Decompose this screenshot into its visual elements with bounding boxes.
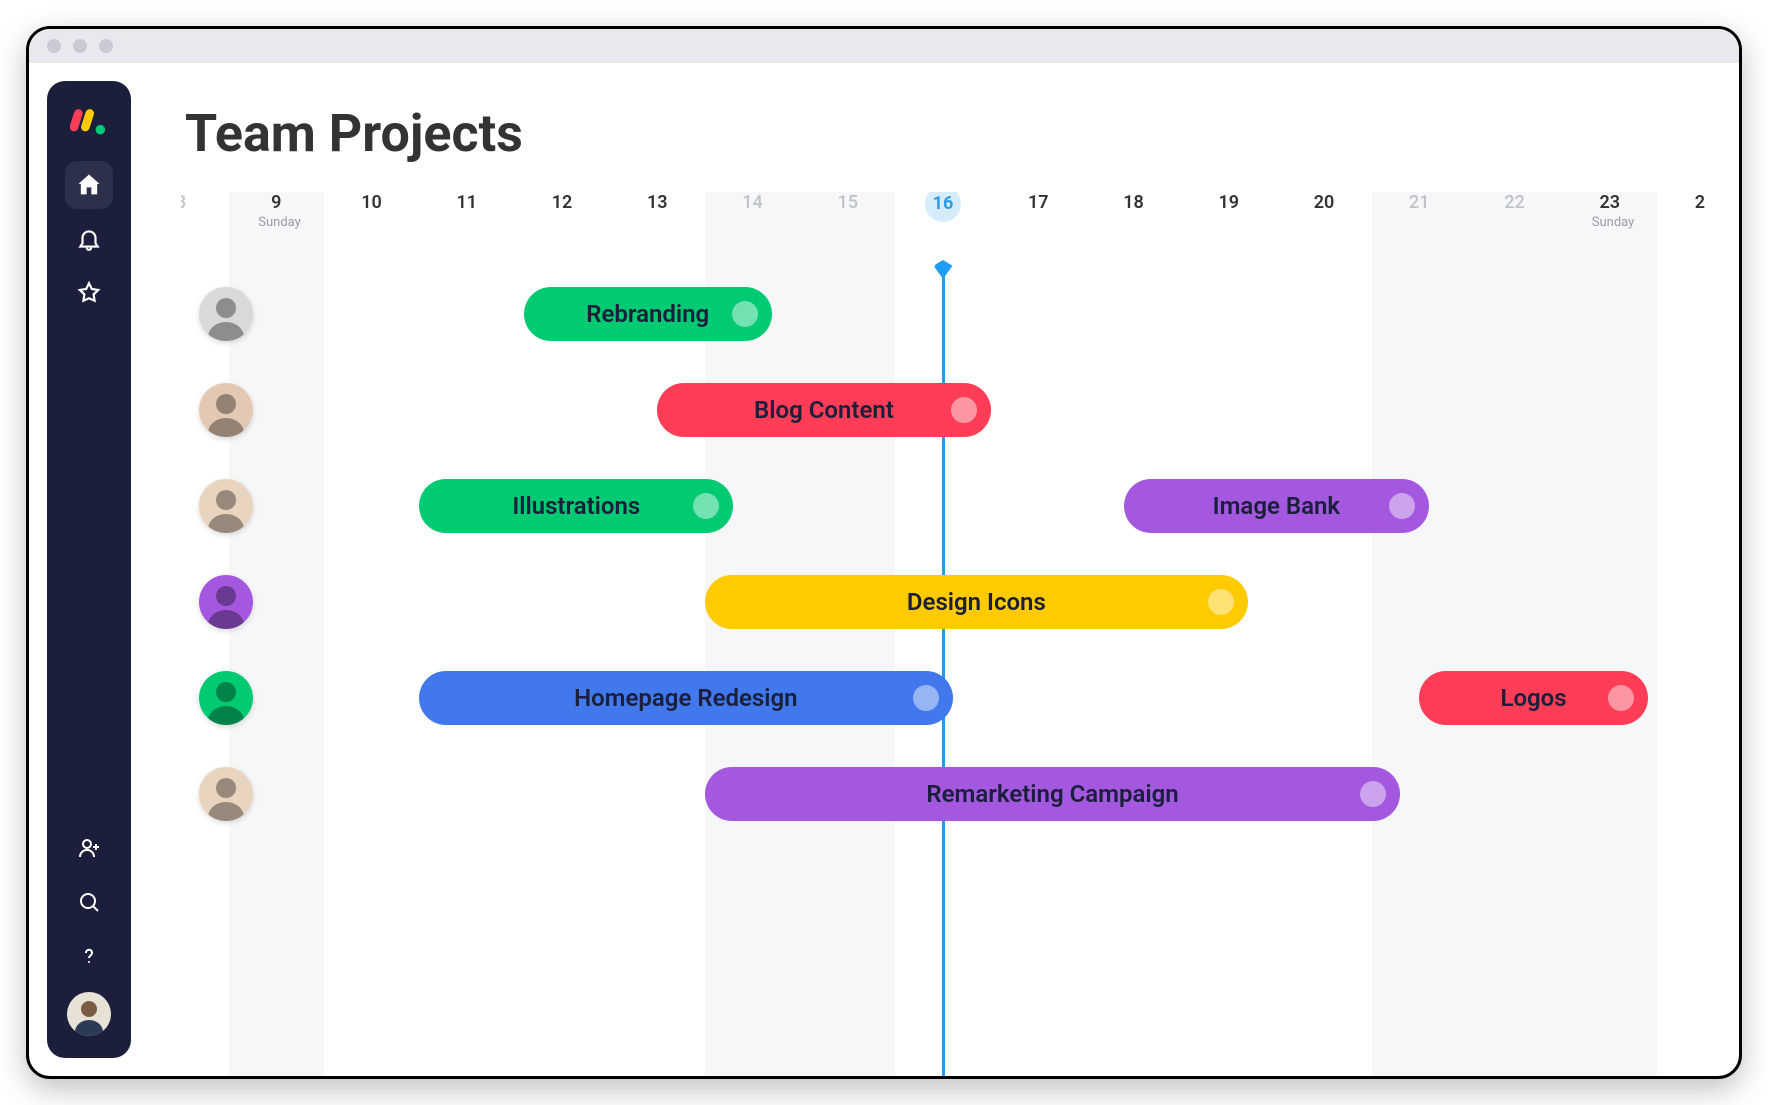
app-body: Team Projects 8 9Sunday 10 11 12 13 14 15 16 17 18…: [29, 63, 1739, 1076]
day-label[interactable]: 22: [1497, 192, 1533, 213]
day-label[interactable]: 21: [1401, 192, 1437, 213]
task-status-dot: [1208, 589, 1234, 615]
timeline-row: Homepage Redesign Logos: [181, 666, 1705, 730]
task-label: Illustrations: [512, 492, 640, 520]
task-status-dot: [1360, 781, 1386, 807]
day-label[interactable]: 12: [544, 192, 580, 213]
assignee-avatar[interactable]: [199, 287, 253, 341]
task-pill[interactable]: Homepage Redesign: [419, 671, 952, 725]
task-status-dot: [693, 493, 719, 519]
task-pill[interactable]: Remarketing Campaign: [705, 767, 1400, 821]
timeline-row: Remarketing Campaign: [181, 762, 1705, 826]
sidebar: [47, 81, 131, 1058]
day-label[interactable]: 15: [830, 192, 866, 213]
add-user-icon[interactable]: [65, 824, 113, 872]
day-label[interactable]: 20: [1306, 192, 1342, 213]
timeline-row: Design Icons: [181, 570, 1705, 634]
day-label[interactable]: 10: [354, 192, 390, 213]
assignee-avatar[interactable]: [199, 767, 253, 821]
task-status-dot: [732, 301, 758, 327]
task-label: Rebranding: [586, 300, 709, 328]
window-control-minimize[interactable]: [73, 39, 87, 53]
timeline-row: Rebranding: [181, 282, 1705, 346]
day-label[interactable]: 19: [1211, 192, 1247, 213]
timeline-body: Rebranding Blog Content Illustrations Image…: [181, 262, 1705, 1076]
assignee-avatar[interactable]: [199, 383, 253, 437]
task-pill[interactable]: Illustrations: [419, 479, 733, 533]
task-pill[interactable]: Rebranding: [524, 287, 772, 341]
day-label-today[interactable]: 16: [925, 192, 961, 222]
day-label[interactable]: 14: [735, 192, 771, 213]
day-label[interactable]: 24: [1687, 192, 1705, 213]
window-control-zoom[interactable]: [99, 39, 113, 53]
task-label: Homepage Redesign: [574, 684, 797, 712]
task-pill[interactable]: Logos: [1419, 671, 1648, 725]
day-sublabel: Sunday: [1592, 215, 1628, 230]
task-pill[interactable]: Blog Content: [657, 383, 990, 437]
day-label[interactable]: 8: [181, 192, 199, 213]
window-control-close[interactable]: [47, 39, 61, 53]
day-label[interactable]: 23Sunday: [1592, 192, 1628, 230]
task-status-dot: [1389, 493, 1415, 519]
day-sublabel: Sunday: [258, 215, 294, 230]
task-label: Logos: [1500, 684, 1566, 712]
page-title: Team Projects: [185, 103, 1705, 164]
help-icon[interactable]: [65, 932, 113, 980]
app-logo-icon[interactable]: [70, 103, 108, 141]
task-label: Design Icons: [907, 588, 1046, 616]
day-label[interactable]: 13: [639, 192, 675, 213]
assignee-avatar[interactable]: [199, 479, 253, 533]
task-status-dot: [951, 397, 977, 423]
task-pill[interactable]: Design Icons: [705, 575, 1248, 629]
home-icon[interactable]: [65, 161, 113, 209]
assignee-avatar[interactable]: [199, 671, 253, 725]
day-label[interactable]: 17: [1020, 192, 1056, 213]
app-window: Team Projects 8 9Sunday 10 11 12 13 14 15 16 17 18…: [26, 26, 1742, 1079]
timeline: 8 9Sunday 10 11 12 13 14 15 16 17 18 19 20 21 22 23Sund…: [181, 192, 1705, 1076]
current-user-avatar[interactable]: [67, 992, 111, 1036]
window-titlebar: [29, 29, 1739, 63]
day-label[interactable]: 9Sunday: [258, 192, 294, 230]
task-label: Blog Content: [754, 396, 894, 424]
task-label: Remarketing Campaign: [926, 780, 1178, 808]
task-label: Image Bank: [1213, 492, 1340, 520]
day-label[interactable]: 18: [1116, 192, 1152, 213]
timeline-row: Blog Content: [181, 378, 1705, 442]
timeline-row: Illustrations Image Bank: [181, 474, 1705, 538]
main-content: Team Projects 8 9Sunday 10 11 12 13 14 15 16 17 18…: [131, 63, 1739, 1076]
search-icon[interactable]: [65, 878, 113, 926]
task-status-dot: [913, 685, 939, 711]
bell-icon[interactable]: [65, 215, 113, 263]
day-label[interactable]: 11: [449, 192, 485, 213]
task-pill[interactable]: Image Bank: [1124, 479, 1429, 533]
timeline-header: 8 9Sunday 10 11 12 13 14 15 16 17 18 19 20 21 22 23Sund…: [181, 192, 1705, 262]
task-status-dot: [1608, 685, 1634, 711]
assignee-avatar[interactable]: [199, 575, 253, 629]
star-icon[interactable]: [65, 269, 113, 317]
